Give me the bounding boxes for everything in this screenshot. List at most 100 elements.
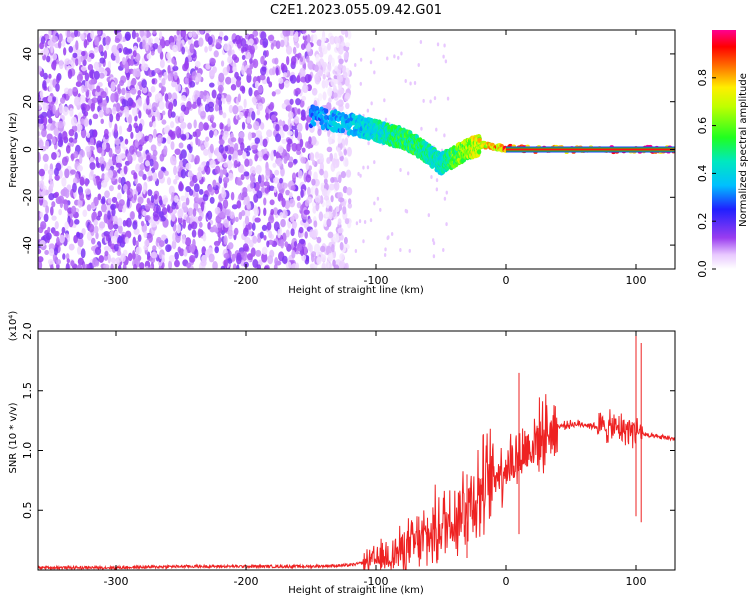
- noise-blob: [77, 164, 83, 172]
- noise-blob: [386, 236, 389, 241]
- noise-blob: [155, 204, 161, 214]
- noise-blob: [288, 156, 294, 163]
- noise-blob: [290, 228, 295, 237]
- snr-line-layer: [38, 331, 675, 570]
- noise-blob: [306, 34, 311, 44]
- noise-blob: [150, 194, 155, 204]
- noise-blob: [130, 87, 137, 95]
- noise-blob: [225, 76, 232, 85]
- noise-blob: [135, 32, 139, 38]
- noise-blob: [240, 209, 246, 217]
- noise-blob: [243, 171, 250, 177]
- noise-blob: [134, 115, 138, 122]
- noise-blob: [274, 169, 280, 176]
- noise-blob: [370, 101, 373, 106]
- noise-blob: [232, 104, 239, 115]
- noise-blob: [115, 201, 119, 209]
- noise-blob: [241, 251, 248, 262]
- noise-blob: [168, 254, 176, 262]
- noise-blob: [38, 232, 41, 240]
- noise-blob: [335, 42, 340, 49]
- noise-blob: [214, 148, 219, 156]
- noise-blob: [164, 39, 170, 47]
- noise-blob: [65, 233, 69, 239]
- noise-blob: [273, 221, 280, 232]
- noise-blob: [69, 107, 74, 117]
- noise-blob: [333, 79, 339, 85]
- noise-blob: [209, 143, 214, 154]
- noise-blob: [59, 136, 64, 146]
- noise-blob: [47, 95, 53, 103]
- noise-blob: [335, 206, 340, 213]
- noise-blob: [113, 129, 119, 139]
- noise-blob: [261, 246, 268, 255]
- noise-blob: [54, 191, 60, 198]
- noise-blob: [100, 90, 107, 99]
- noise-blob: [66, 36, 73, 43]
- noise-blob: [222, 168, 228, 175]
- noise-blob: [255, 249, 262, 257]
- noise-blob: [296, 74, 301, 82]
- noise-blob: [346, 146, 352, 157]
- noise-blob: [121, 98, 126, 108]
- noise-blob: [74, 131, 78, 140]
- noise-blob: [337, 75, 341, 86]
- noise-blob: [338, 174, 342, 184]
- noise-blob: [379, 207, 382, 212]
- noise-blob: [331, 57, 335, 67]
- noise-blob: [207, 185, 213, 193]
- noise-blob: [287, 161, 294, 168]
- noise-blob: [63, 201, 69, 211]
- noise-blob: [115, 257, 120, 267]
- noise-blob: [44, 34, 50, 40]
- noise-blob: [332, 158, 339, 169]
- noise-blob: [187, 170, 193, 178]
- noise-blob: [317, 93, 323, 101]
- colorbar: 0.0 0.2 0.4 0.6 0.8 Normalized spectral ampl…: [696, 30, 749, 278]
- noise-blob: [171, 57, 175, 64]
- noise-blob: [263, 197, 267, 206]
- noise-blob: [145, 265, 149, 269]
- snr-series-line: [38, 394, 675, 570]
- noise-blob: [110, 257, 116, 264]
- noise-blob: [442, 54, 445, 59]
- noise-blob: [66, 258, 71, 264]
- noise-blob: [309, 152, 315, 161]
- colorbar-ticks: 0.0 0.2 0.4 0.6 0.8: [696, 69, 716, 278]
- noise-blob: [74, 219, 80, 225]
- noise-blob: [201, 144, 205, 151]
- noise-blob: [280, 39, 285, 48]
- noise-blob: [55, 83, 60, 92]
- noise-blob: [202, 193, 209, 202]
- noise-blob: [187, 223, 192, 231]
- colorbar-gradient: [712, 30, 736, 269]
- noise-blob: [217, 231, 221, 238]
- snr-plot-area: [38, 331, 675, 570]
- noise-blob: [291, 142, 298, 152]
- noise-blob: [278, 77, 284, 84]
- noise-blob: [38, 139, 44, 149]
- noise-blob: [98, 221, 106, 229]
- noise-blob: [203, 140, 209, 148]
- noise-blob: [331, 244, 335, 253]
- noise-blob: [343, 148, 348, 156]
- noise-blob: [326, 157, 331, 164]
- noise-blob: [310, 135, 317, 146]
- noise-blob: [266, 221, 272, 231]
- noise-blob: [290, 56, 297, 66]
- noise-blob: [93, 129, 98, 138]
- noise-blob: [299, 98, 305, 108]
- noise-blob: [195, 76, 199, 83]
- noise-blob: [159, 199, 163, 206]
- noise-blob: [145, 160, 150, 167]
- noise-blob: [363, 219, 367, 224]
- noise-blob: [83, 39, 88, 49]
- noise-blob: [104, 190, 110, 199]
- noise-blob: [386, 56, 389, 61]
- noise-blob: [135, 125, 140, 134]
- noise-blob: [334, 181, 340, 191]
- noise-blob: [248, 38, 254, 46]
- noise-blob: [93, 219, 98, 226]
- noise-blob: [242, 151, 247, 160]
